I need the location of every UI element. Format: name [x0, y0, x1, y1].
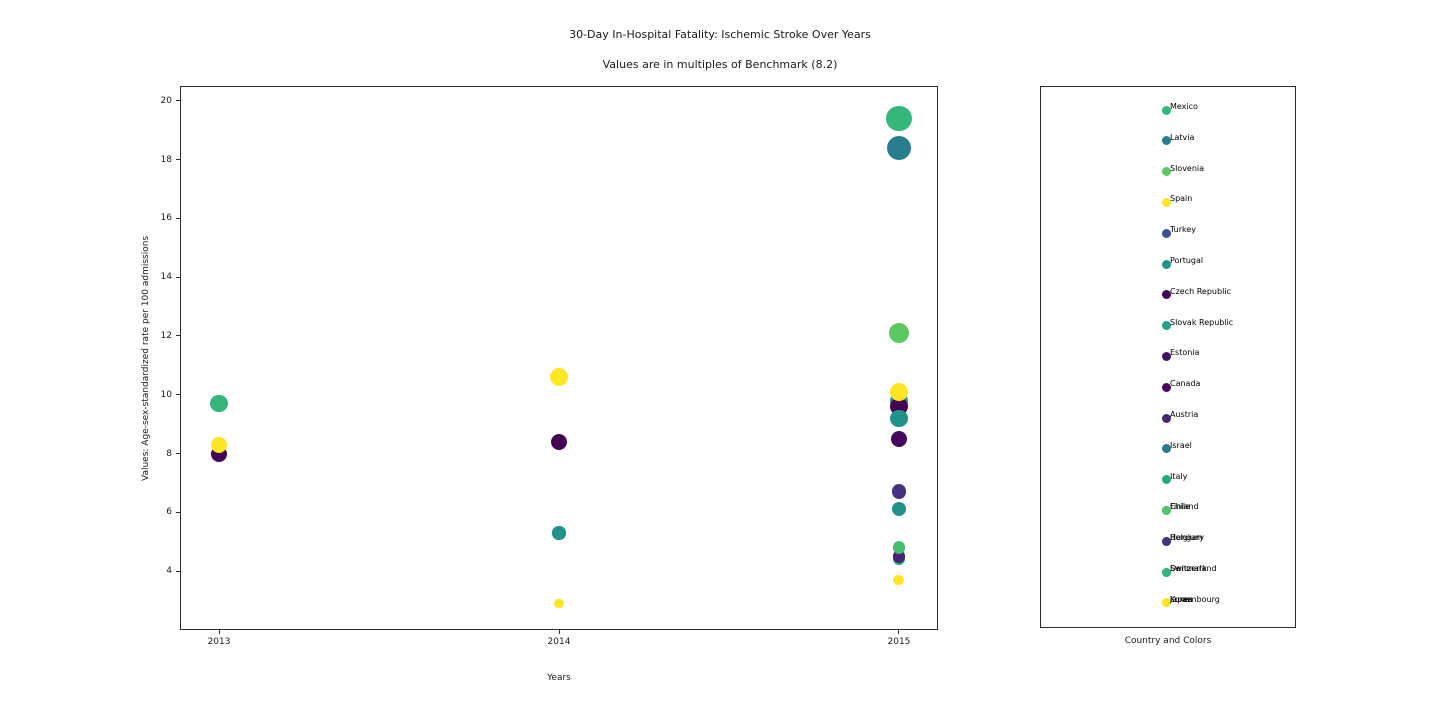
y-tick-label: 8: [166, 448, 172, 459]
x-tick-label: 2013: [207, 637, 231, 647]
x-tick-mark: [898, 630, 900, 634]
y-tick-mark: [176, 570, 180, 572]
scatter-point: [889, 323, 909, 343]
y-tick-label: 4: [166, 566, 172, 577]
legend-color-dot: [1162, 228, 1171, 238]
legend-country-label: Portugal: [1170, 256, 1204, 265]
legend-country-label: Switzerland: [1170, 564, 1217, 573]
legend-country-label: Slovenia: [1170, 163, 1205, 173]
legend-country-label: Finland: [1170, 502, 1199, 512]
chart-title-line1: 30-Day In-Hospital Fatality: Ischemic St…: [569, 28, 871, 41]
legend-color-dot: [1162, 382, 1171, 392]
legend-country-label: Korea: [1170, 594, 1193, 604]
legend-country-label: Slovak Republic: [1170, 317, 1234, 327]
y-tick-label: 20: [160, 95, 172, 106]
legend-country-label: Belgium: [1170, 533, 1203, 543]
x-tick-label: 2014: [547, 637, 571, 647]
legend-color-dot: [1162, 598, 1171, 608]
legend-country-label: Chile: [1170, 502, 1191, 512]
y-tick-mark: [176, 453, 180, 455]
x-tick-mark: [558, 630, 560, 634]
scatter-point: [891, 484, 907, 500]
legend-caption: Country and Colors: [1124, 636, 1212, 646]
legend-country-label: Japan: [1170, 594, 1193, 604]
legend-color-dot: [1162, 321, 1171, 331]
scatter-point: [892, 541, 906, 554]
scatter-point: [210, 436, 228, 453]
legend-country-label: Spain: [1170, 194, 1193, 204]
legend-country-label: Italy: [1170, 471, 1188, 481]
legend-country-label: Estonia: [1170, 348, 1200, 358]
chart-subtitle: Values are in multiples of Benchmark (8.…: [602, 58, 838, 71]
legend-color-dot: [1162, 105, 1171, 115]
scatter-point: [550, 433, 568, 451]
y-tick-label: 6: [166, 507, 172, 518]
legend-country-label: Israel: [1170, 440, 1192, 450]
legend-color-dot: [1162, 167, 1171, 177]
legend-color-dot: [1162, 536, 1171, 546]
y-tick-mark: [176, 511, 180, 513]
x-tick-mark: [218, 630, 220, 634]
scatter-point: [886, 105, 912, 131]
legend-color-dot: [1162, 290, 1171, 300]
legend-color-dot: [1162, 136, 1171, 146]
y-tick-mark: [176, 100, 180, 102]
y-tick-mark: [176, 276, 180, 278]
legend-color-dot: [1162, 259, 1171, 269]
scatter-point: [891, 502, 906, 517]
legend-country-label: Hungary: [1170, 533, 1205, 543]
legend-color-dot: [1162, 475, 1171, 485]
y-tick-label: 18: [160, 154, 172, 165]
y-tick-label: 16: [160, 213, 172, 224]
y-tick-label: 14: [160, 272, 172, 283]
scatter-point: [210, 394, 228, 413]
legend-color-dot: [1162, 197, 1171, 207]
legend-country-label: Denmark: [1170, 564, 1207, 573]
legend-color-dot: [1162, 505, 1171, 515]
legend-country-label: Mexico: [1170, 102, 1198, 111]
legend-color-dot: [1162, 413, 1171, 423]
scatter-point: [554, 598, 564, 609]
y-tick-mark: [176, 217, 180, 219]
y-tick-mark: [176, 159, 180, 160]
y-tick-label: 12: [160, 330, 172, 341]
y-tick-mark: [176, 335, 180, 337]
scatter-point: [549, 367, 569, 387]
scatter-point: [893, 574, 905, 586]
legend-color-dot: [1162, 351, 1171, 361]
y-tick-mark: [176, 394, 180, 396]
y-tick-label: 10: [160, 389, 172, 400]
scatter-point: [890, 409, 908, 427]
x-tick-label: 2015: [887, 637, 911, 647]
plot-area: [180, 86, 938, 630]
scatter-point: [886, 135, 912, 160]
legend-color-dot: [1162, 567, 1171, 577]
legend-country-label: Luxembourg: [1170, 594, 1220, 604]
x-axis-label: Years: [547, 673, 571, 683]
legend-panel: Mexico Latvia Slovenia Spain Turkey Portugal C…: [1040, 86, 1296, 628]
scatter-point: [889, 382, 908, 401]
legend-color-dot: [1162, 444, 1171, 454]
legend-country-label: Canada: [1170, 379, 1201, 389]
y-axis-label: Values: Age-sex-standardized rate per 10…: [141, 235, 151, 481]
legend-country-label: Latvia: [1170, 132, 1195, 142]
scatter-point: [890, 430, 908, 448]
chart-title: 30-Day In-Hospital Fatality: Ischemic St…: [0, 12, 1440, 87]
legend-country-label: Czech Republic: [1170, 286, 1231, 296]
legend-country-label: Turkey: [1170, 225, 1197, 235]
legend-country-label: Austria: [1170, 410, 1199, 419]
scatter-point: [552, 526, 566, 540]
